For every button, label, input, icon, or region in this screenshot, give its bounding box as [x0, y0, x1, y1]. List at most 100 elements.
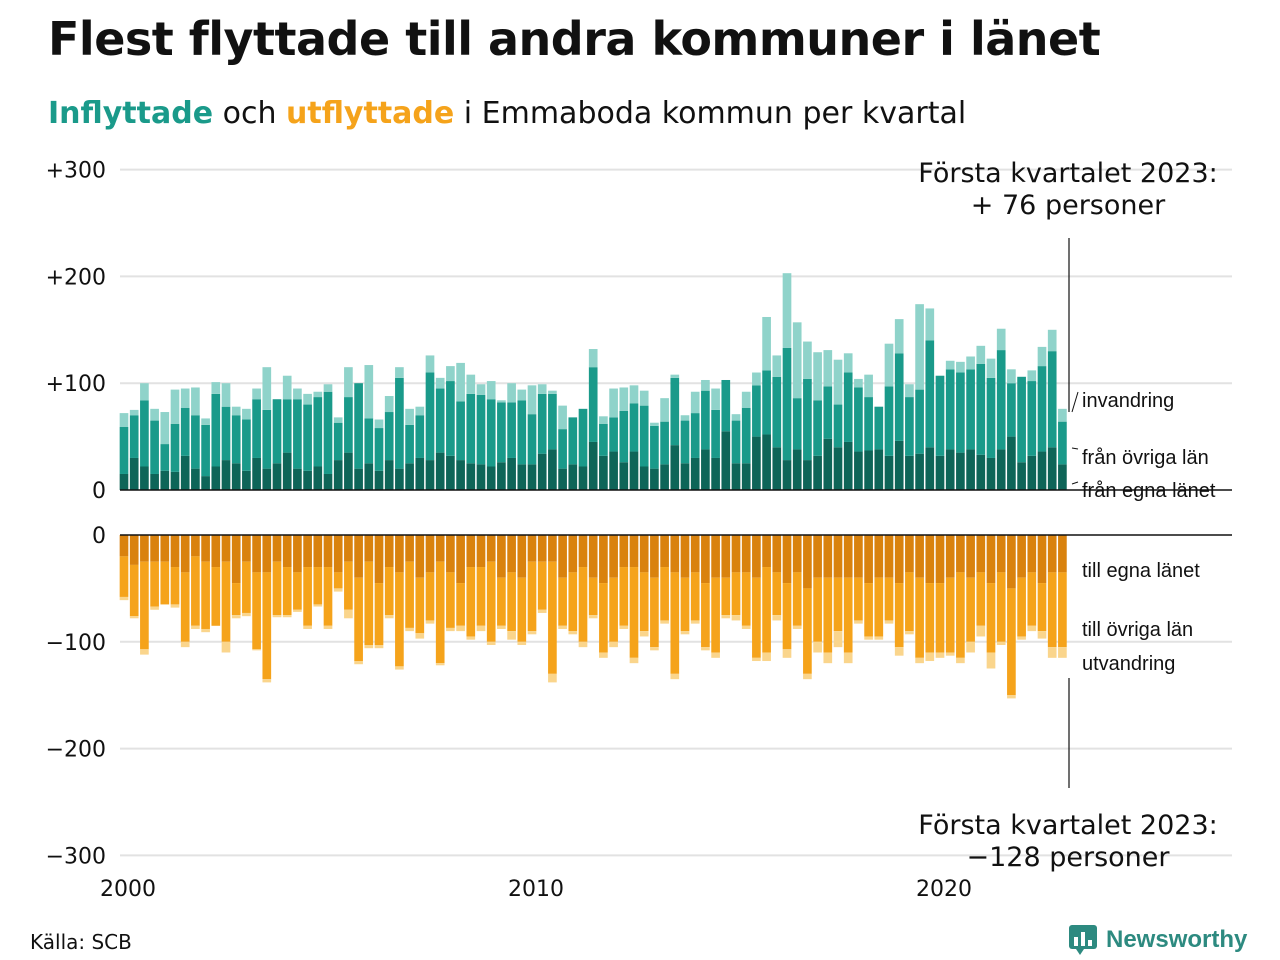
bar-immigration [527, 385, 537, 415]
bar-emigration [629, 657, 639, 664]
bar-to-own-county [986, 535, 996, 584]
bar-immigration [915, 304, 924, 390]
bar-immigration [160, 412, 170, 445]
bar-to-other-counties [813, 577, 822, 642]
bar-immigration [537, 384, 547, 394]
bar-from-other-counties [650, 425, 659, 469]
bar-to-other-counties [619, 567, 629, 626]
bar-from-other-counties [150, 420, 159, 474]
bar-from-own-county [384, 460, 394, 490]
bar-emigration [221, 641, 231, 653]
bar-to-other-counties [650, 577, 659, 648]
bar-to-own-county [996, 535, 1006, 573]
bar-to-own-county [405, 535, 414, 562]
bar-immigration [140, 383, 149, 401]
bar-immigration [945, 360, 955, 370]
bar-to-other-counties [629, 567, 639, 658]
series-label-lower: utvandring [1082, 653, 1175, 675]
bar-emigration [894, 647, 904, 656]
bar-to-own-county [741, 535, 751, 573]
bar-from-other-counties [680, 420, 690, 464]
bar-immigration [558, 405, 567, 430]
bar-to-own-county [211, 535, 221, 568]
bar-immigration [925, 308, 935, 341]
bar-to-other-counties [558, 577, 567, 626]
source-text: Källa: SCB [30, 930, 132, 954]
bar-to-other-counties [497, 577, 506, 626]
bar-immigration [701, 379, 710, 391]
bar-emigration [456, 625, 465, 632]
bar-emigration [415, 633, 425, 639]
bar-to-own-county [119, 535, 129, 557]
bar-from-own-county [364, 463, 374, 490]
bar-emigration [609, 641, 618, 648]
bar-immigration [588, 349, 598, 368]
bar-immigration [395, 367, 404, 378]
bar-to-other-counties [599, 583, 608, 653]
bar-to-own-county [670, 535, 680, 573]
bar-emigration [1037, 631, 1047, 639]
bar-to-own-county [864, 535, 873, 584]
bar-emigration [599, 652, 608, 658]
bar-from-other-counties [395, 377, 404, 469]
bar-to-other-counties [191, 556, 200, 626]
bar-to-other-counties [1007, 588, 1016, 696]
bar-emigration [711, 652, 720, 658]
bar-to-other-counties [833, 577, 843, 632]
bar-from-other-counties [588, 367, 598, 442]
bar-to-own-county [221, 535, 231, 562]
y-tick-upper: +300 [46, 159, 106, 184]
bar-emigration [170, 604, 180, 608]
bar-from-other-counties [160, 444, 170, 471]
bar-emigration [333, 588, 343, 592]
bar-immigration [711, 388, 720, 410]
bar-from-other-counties [221, 406, 231, 461]
bar-to-own-county [293, 535, 302, 573]
bar-immigration [629, 385, 639, 404]
bar-from-own-county [996, 449, 1006, 490]
bar-from-other-counties [1047, 351, 1057, 448]
bar-to-own-county [762, 535, 771, 568]
bar-from-own-county [313, 466, 323, 490]
bar-emigration [1007, 695, 1016, 699]
bar-from-own-county [303, 470, 312, 490]
bar-from-other-counties [435, 388, 445, 453]
brand-name: Newsworthy [1106, 926, 1248, 953]
bar-to-other-counties [996, 572, 1006, 642]
bar-emigration [344, 609, 353, 619]
bar-immigration [639, 390, 649, 406]
bar-emigration [823, 652, 833, 664]
bar-to-own-county [201, 535, 210, 562]
bar-emigration [701, 647, 710, 651]
bar-to-other-counties [772, 572, 782, 616]
bar-from-own-county [1027, 455, 1037, 490]
bar-immigration [1047, 329, 1057, 352]
bar-immigration [242, 408, 251, 420]
bar-to-other-counties [986, 583, 996, 653]
bar-from-own-county [1058, 464, 1067, 490]
bar-immigration [670, 374, 680, 378]
bar-emigration [803, 673, 812, 680]
bar-emigration [313, 604, 323, 607]
bar-immigration [313, 391, 323, 398]
series-label-upper: från egna länet [1082, 480, 1216, 502]
bar-from-other-counties [497, 402, 506, 463]
bar-emigration [374, 645, 384, 649]
bar-to-other-counties [741, 572, 751, 626]
bar-from-other-counties [466, 393, 476, 464]
bar-to-own-county [1007, 535, 1016, 589]
bar-from-own-county [140, 466, 149, 490]
bar-emigration [497, 625, 506, 629]
bar-immigration [191, 387, 200, 416]
bar-to-other-counties [762, 567, 771, 653]
bar-from-own-county [466, 463, 476, 490]
bar-from-other-counties [242, 419, 251, 471]
bar-emigration [741, 625, 751, 629]
bar-to-other-counties [792, 572, 802, 626]
bar-immigration [864, 374, 873, 398]
bar-from-own-county [884, 455, 894, 490]
bar-from-other-counties [252, 399, 261, 458]
bar-from-other-counties [578, 408, 588, 467]
bar-immigration [282, 375, 292, 400]
